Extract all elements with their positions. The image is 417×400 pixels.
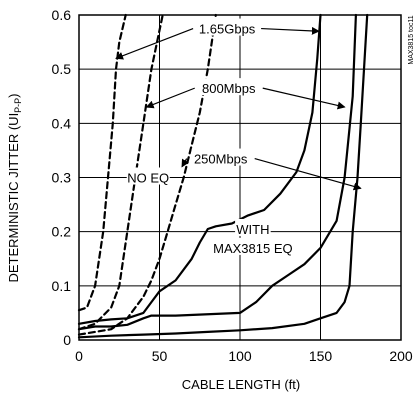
annotation-arrow [181, 158, 189, 168]
annotation-arrow [261, 26, 320, 35]
y-axis-label: DETERMINISTIC JITTER (UIP-P) [6, 93, 23, 282]
annotation-backdrop [194, 18, 260, 36]
x-tick-label: 200 [389, 348, 413, 364]
x-tick-label: 150 [309, 348, 333, 364]
series-line [77, 13, 357, 331]
annotation-arrow [145, 87, 195, 109]
annotation-label: MAX3815 EQ [213, 241, 293, 256]
series-line [77, 13, 322, 325]
annotation-backdrop [199, 78, 258, 96]
x-tick-label: 0 [75, 348, 83, 364]
plot-frame [78, 14, 402, 341]
annotation-backdrop [126, 167, 170, 185]
annotation-label: 800Mbps [202, 81, 256, 96]
y-tick-label: 0.4 [52, 115, 72, 131]
series-group [77, 13, 369, 339]
annotation-arrow [115, 27, 194, 60]
annotation-label: 1.65Gbps [199, 22, 256, 37]
annotation-label: NO EQ [127, 171, 169, 186]
annotation-backdrop [235, 218, 271, 236]
x-tick-label: 100 [228, 348, 252, 364]
tick-labels: 0 50 100 150 200 0 0.1 0.2 0.3 0.4 0.5 0.6 [52, 7, 413, 364]
x-tick-label: 50 [152, 348, 168, 364]
figure-side-label: MAX3815 toc11 [408, 15, 415, 64]
y-tick-label: 0.6 [52, 7, 72, 23]
annotation-backdrop [191, 148, 250, 166]
annotation-arrow [262, 87, 346, 110]
x-axis-label: CABLE LENGTH (ft) [182, 377, 300, 392]
y-tick-label: 0.2 [52, 224, 72, 240]
annotation-arrow [254, 157, 362, 191]
series-line [77, 13, 127, 312]
y-tick-label: 0 [63, 332, 71, 348]
annotation-backdrop [212, 237, 293, 255]
y-tick-label: 0.1 [52, 278, 72, 294]
series-line [77, 13, 369, 339]
series-line [77, 13, 164, 331]
annotations: 1.65Gbps 800Mbps 250Mbps NO EQ WITH MAX3815 E… [115, 18, 362, 256]
annotation-label: 250Mbps [194, 152, 248, 167]
y-tick-label: 0.3 [52, 170, 72, 186]
y-tick-label: 0.5 [52, 61, 72, 77]
y-axis-label-subscript: P-P [13, 98, 23, 113]
annotation-label: WITH [236, 222, 269, 237]
